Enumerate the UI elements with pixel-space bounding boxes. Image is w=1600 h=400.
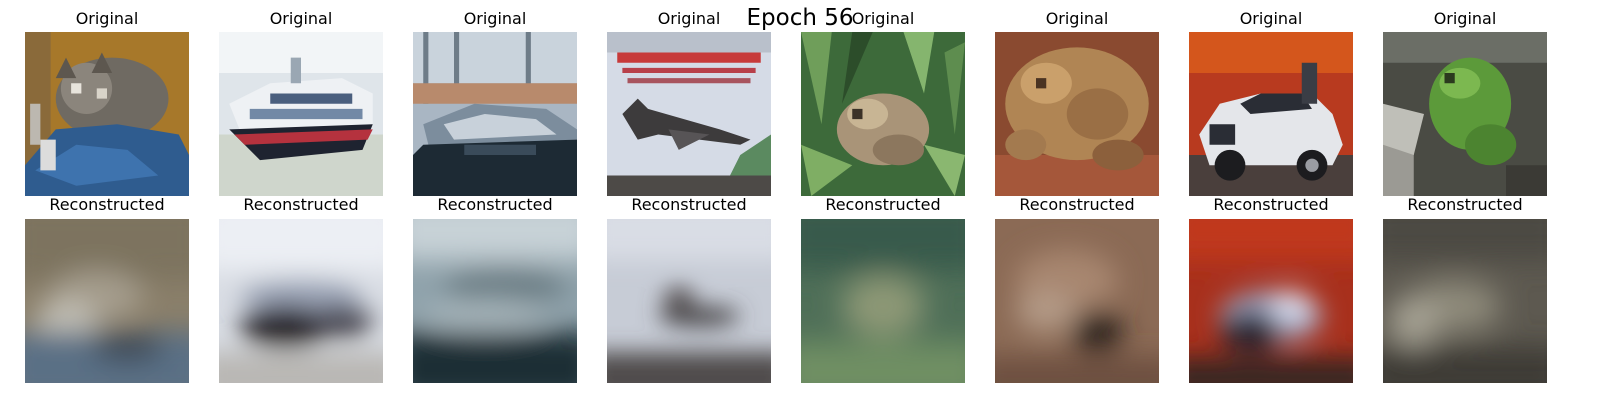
original-image-automobile — [1189, 32, 1353, 196]
original-label: Original — [269, 9, 333, 28]
original-image-frog — [995, 32, 1159, 196]
original-label: Original — [851, 9, 915, 28]
original-image-ship — [413, 32, 577, 196]
reconstructed-label: Reconstructed — [437, 195, 553, 214]
reconstructed-label: Reconstructed — [825, 195, 941, 214]
reconstructed-label: Reconstructed — [1019, 195, 1135, 214]
original-image-frog — [1383, 32, 1547, 196]
original-image-frog — [801, 32, 965, 196]
original-label: Original — [463, 9, 527, 28]
reconstructed-image-airplane — [607, 219, 771, 383]
figure-title: Epoch 56 — [746, 5, 854, 31]
reconstructed-image-frog — [1383, 219, 1547, 383]
reconstructed-image-automobile — [1189, 219, 1353, 383]
reconstructed-label: Reconstructed — [631, 195, 747, 214]
original-image-airplane — [607, 32, 771, 196]
original-label: Original — [1045, 9, 1109, 28]
reconstructed-image-ship — [219, 219, 383, 383]
reconstructed-label: Reconstructed — [1213, 195, 1329, 214]
reconstructed-label: Reconstructed — [243, 195, 359, 214]
reconstructed-label: Reconstructed — [49, 195, 165, 214]
original-image-ship — [219, 32, 383, 196]
original-label: Original — [1433, 9, 1497, 28]
reconstructed-label: Reconstructed — [1407, 195, 1523, 214]
reconstructed-image-frog — [995, 219, 1159, 383]
original-label: Original — [1239, 9, 1303, 28]
original-label: Original — [75, 9, 139, 28]
reconstructed-image-frog — [801, 219, 965, 383]
reconstructed-image-ship — [413, 219, 577, 383]
reconstructed-image-cat — [25, 219, 189, 383]
original-label: Original — [657, 9, 721, 28]
original-image-cat — [25, 32, 189, 196]
